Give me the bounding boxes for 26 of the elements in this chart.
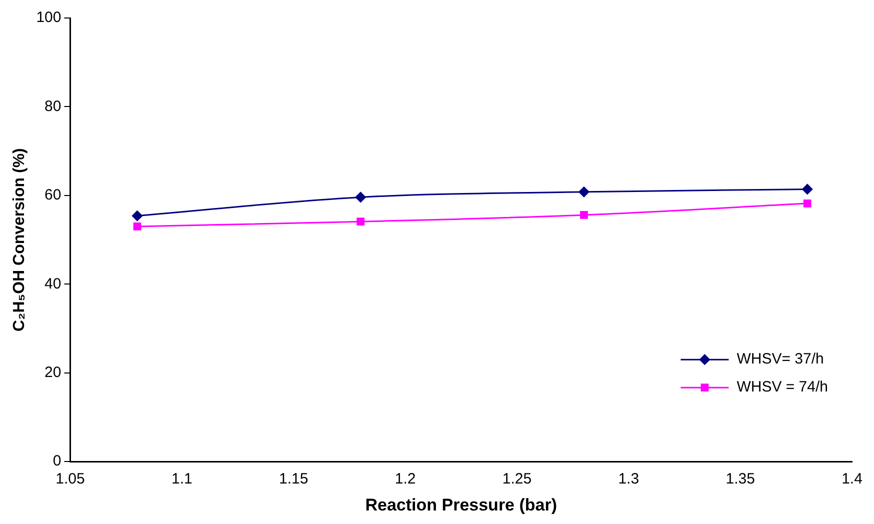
y-tick-label: 40 xyxy=(44,275,62,292)
x-tick-label: 1.35 xyxy=(726,470,755,488)
x-tick-label: 1.25 xyxy=(502,470,532,488)
y-tick-label: 100 xyxy=(36,9,62,26)
x-tick-label: 1.15 xyxy=(278,470,308,488)
point xyxy=(133,222,142,230)
y-tick-label: 80 xyxy=(44,98,62,115)
point xyxy=(132,210,142,222)
x-tick-label: 1.05 xyxy=(56,470,85,488)
point xyxy=(355,192,366,202)
point xyxy=(802,184,813,194)
x-tick-label: 1.4 xyxy=(842,470,862,488)
legend-label: WHSV= 37/h xyxy=(736,350,824,368)
legend-label: WHSV = 74/h xyxy=(736,378,828,396)
x-tick-label: 1.3 xyxy=(618,470,640,488)
point xyxy=(580,211,588,219)
point xyxy=(578,186,590,198)
point xyxy=(356,218,365,226)
x-tick-label: 1.2 xyxy=(394,470,416,488)
y-tick-label: 60 xyxy=(44,186,62,204)
y-axis-title: C₂H₅OH Conversion (%) xyxy=(11,148,28,332)
x-axis-title: Reaction Pressure (bar) xyxy=(365,495,558,514)
point xyxy=(803,199,812,208)
y-tick-label: 0 xyxy=(52,452,62,470)
y-tick-label: 20 xyxy=(44,364,62,382)
x-tick-label: 1.1 xyxy=(171,470,192,488)
